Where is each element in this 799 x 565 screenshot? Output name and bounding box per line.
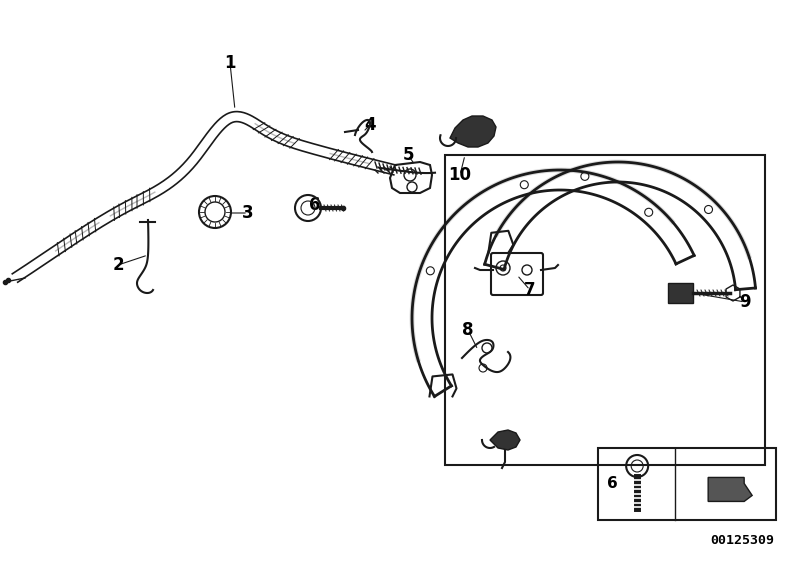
Polygon shape [490, 430, 520, 450]
Text: 9: 9 [739, 293, 751, 311]
Text: 6: 6 [607, 476, 618, 492]
Polygon shape [708, 477, 752, 502]
Bar [445, 155, 765, 465]
Bar [598, 448, 776, 520]
Text: 5: 5 [402, 146, 414, 164]
Text: 8: 8 [463, 321, 474, 339]
Text: 10: 10 [448, 166, 471, 184]
Polygon shape [450, 116, 496, 147]
Text: 1: 1 [225, 54, 236, 72]
Text: 3: 3 [242, 204, 254, 222]
Text: 6: 6 [309, 196, 320, 214]
Text: 4: 4 [364, 116, 376, 134]
Text: 2: 2 [112, 256, 124, 274]
Polygon shape [668, 283, 693, 303]
Text: 7: 7 [524, 281, 536, 299]
Text: 00125309: 00125309 [710, 534, 774, 547]
